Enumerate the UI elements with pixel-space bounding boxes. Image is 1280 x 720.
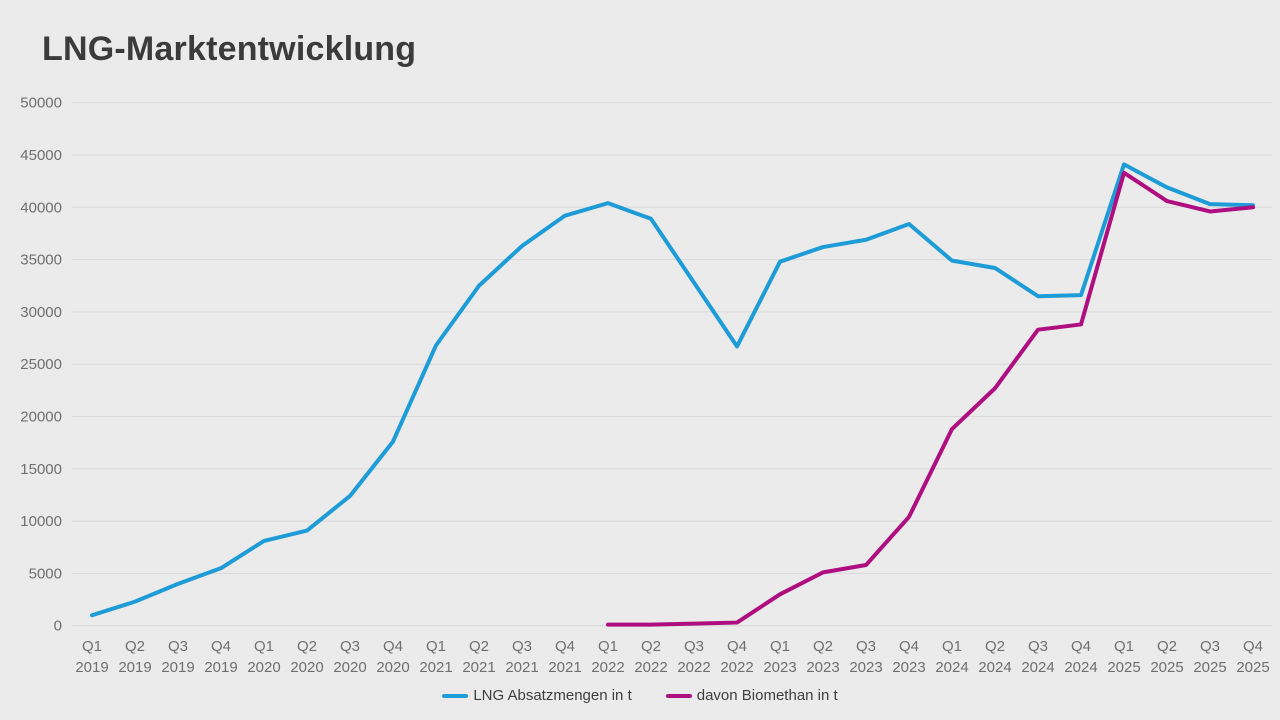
x-tick-label: Q2 2022 [634,638,667,676]
lng-series-swatch-icon [442,693,469,698]
x-tick-label: Q3 2023 [849,638,882,676]
y-tick-label: 5000 [29,565,62,582]
biomethan-series-line [606,170,1255,627]
x-tick-label: Q4 2020 [376,638,409,676]
biomethan-series-swatch-icon [665,693,692,698]
x-tick-label: Q2 2023 [806,638,839,676]
lng-series-line [90,162,1255,618]
x-tick-label: Q3 2024 [1021,638,1054,676]
x-tick-label: Q4 2024 [1064,638,1097,676]
y-tick-label: 35000 [20,252,62,269]
x-tick-label: Q1 2025 [1107,638,1140,676]
y-tick-label: 20000 [20,409,62,426]
x-tick-label: Q1 2020 [247,638,280,676]
x-tick-label: Q2 2021 [462,638,495,676]
lng-series-label: LNG Absatzmengen in t [473,687,632,704]
x-tick-label: Q2 2019 [118,638,151,676]
x-tick-label: Q4 2022 [720,638,753,676]
x-tick-label: Q4 2023 [892,638,925,676]
x-tick-label: Q1 2023 [763,638,796,676]
x-tick-label: Q4 2019 [204,638,237,676]
y-tick-label: 40000 [20,199,62,216]
x-tick-label: Q2 2025 [1150,638,1183,676]
x-tick-label: Q4 2021 [548,638,581,676]
x-tick-label: Q2 2020 [290,638,323,676]
x-tick-label: Q1 2021 [419,638,452,676]
y-tick-label: 45000 [20,147,62,164]
x-tick-label: Q3 2022 [677,638,710,676]
legend-item-lng: LNG Absatzmengen in t [442,687,632,704]
biomethan-series-label: davon Biomethan in t [696,687,838,704]
legend-item-biomethan: davon Biomethan in t [665,687,838,704]
y-tick-label: 15000 [20,461,62,478]
x-tick-label: Q2 2024 [978,638,1011,676]
y-tick-label: 10000 [20,513,62,530]
x-tick-label: Q3 2021 [505,638,538,676]
y-tick-label: 25000 [20,356,62,373]
y-tick-label: 0 [54,618,62,635]
legend: LNG Absatzmengen in t davon Biomethan in… [0,687,1280,704]
x-tick-label: Q3 2020 [333,638,366,676]
x-tick-label: Q3 2025 [1193,638,1226,676]
x-tick-label: Q1 2022 [591,638,624,676]
x-tick-label: Q1 2019 [75,638,108,676]
y-tick-label: 30000 [20,304,62,321]
x-tick-label: Q4 2025 [1236,638,1269,676]
x-tick-label: Q1 2024 [935,638,968,676]
y-tick-label: 50000 [20,95,62,112]
chart-title: LNG-Marktentwicklung [42,30,417,68]
x-tick-label: Q3 2019 [161,638,194,676]
